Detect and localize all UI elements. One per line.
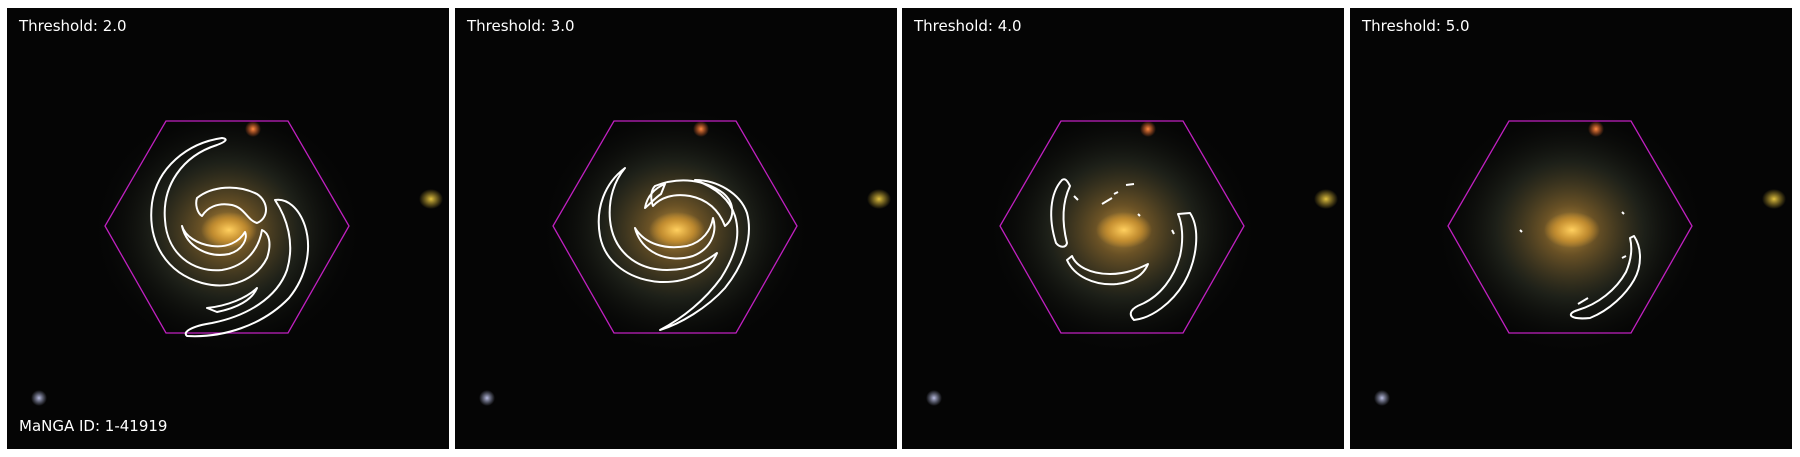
foreground-star <box>1140 121 1156 137</box>
foreground-star <box>1762 189 1786 209</box>
threshold-label: Threshold: 4.0 <box>914 17 1022 35</box>
galaxy-image <box>902 8 1344 449</box>
threshold-label: Threshold: 2.0 <box>19 17 127 35</box>
galaxy-core <box>1544 212 1600 248</box>
foreground-star <box>31 390 47 406</box>
foreground-star <box>867 189 891 209</box>
galaxy-panel-threshold-5: Threshold: 5.0 <box>1350 8 1792 449</box>
threshold-label: Threshold: 5.0 <box>1362 17 1470 35</box>
galaxy-core <box>1096 212 1152 248</box>
contour-lines <box>597 167 750 331</box>
foreground-star <box>419 189 443 209</box>
hexagon-footprint <box>104 120 350 334</box>
foreground-star <box>479 390 495 406</box>
manga-id-label: MaNGA ID: 1-41919 <box>19 417 168 435</box>
foreground-star <box>926 390 942 406</box>
threshold-label: Threshold: 3.0 <box>467 17 575 35</box>
foreground-star <box>1314 189 1338 209</box>
galaxy-panel-threshold-3: Threshold: 3.0 <box>455 8 897 449</box>
galaxy-core <box>649 212 705 248</box>
contour-lines <box>150 137 309 338</box>
galaxy-panel-threshold-2: Threshold: 2.0 MaNGA ID: 1-41919 <box>7 8 449 449</box>
foreground-star <box>1588 121 1604 137</box>
hexagon-footprint <box>1447 120 1693 334</box>
hexagon-footprint <box>552 120 798 334</box>
foreground-star <box>1374 390 1390 406</box>
foreground-star <box>693 121 709 137</box>
galaxy-image <box>455 8 897 449</box>
contour-lines <box>1050 178 1198 321</box>
galaxy-image <box>7 8 449 449</box>
galaxy-image <box>1350 8 1792 449</box>
contour-lines <box>1519 211 1641 320</box>
hexagon-footprint <box>999 120 1245 334</box>
galaxy-panel-threshold-4: Threshold: 4.0 <box>902 8 1344 449</box>
galaxy-core <box>201 212 257 248</box>
foreground-star <box>245 121 261 137</box>
